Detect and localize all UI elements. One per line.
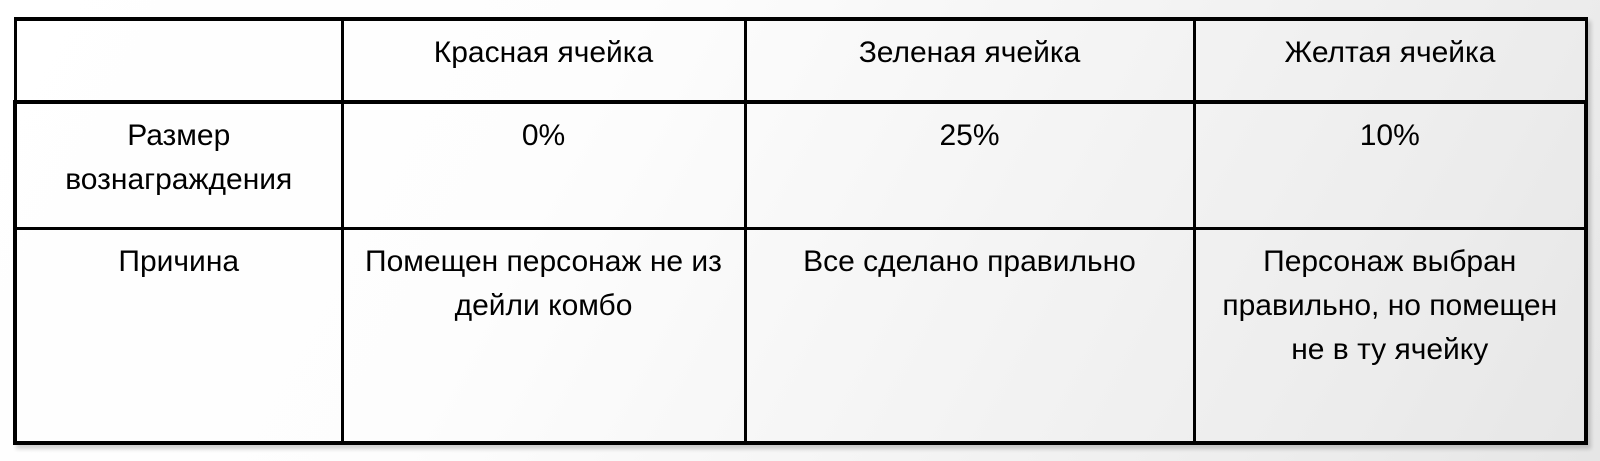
table-row-reason: Причина Помещен персонаж не из дейли ком… xyxy=(13,226,1588,445)
cell-reward-green: 25% xyxy=(743,100,1196,230)
col-header-green-cell: Зеленая ячейка xyxy=(743,17,1196,104)
row-header-reason: Причина xyxy=(13,226,344,445)
reward-table: Красная ячейка Зеленая ячейка Желтая яче… xyxy=(13,17,1588,445)
table-header-row: Красная ячейка Зеленая ячейка Желтая яче… xyxy=(13,17,1588,104)
cell-reason-yellow: Персонаж выбран правильно, но помещен не… xyxy=(1192,226,1588,445)
col-header-red-cell: Красная ячейка xyxy=(340,17,747,104)
table-row-reward-size: Размер вознаграждения 0% 25% 10% xyxy=(13,100,1588,230)
col-header-yellow-cell: Желтая ячейка xyxy=(1192,17,1588,104)
corner-cell xyxy=(13,17,344,104)
cell-reason-red: Помещен персонаж не из дейли комбо xyxy=(340,226,747,445)
cell-reward-yellow: 10% xyxy=(1192,100,1588,230)
cell-reward-red: 0% xyxy=(340,100,747,230)
cell-reason-green: Все сделано правильно xyxy=(743,226,1196,445)
row-header-reward-size: Размер вознаграждения xyxy=(13,100,344,230)
